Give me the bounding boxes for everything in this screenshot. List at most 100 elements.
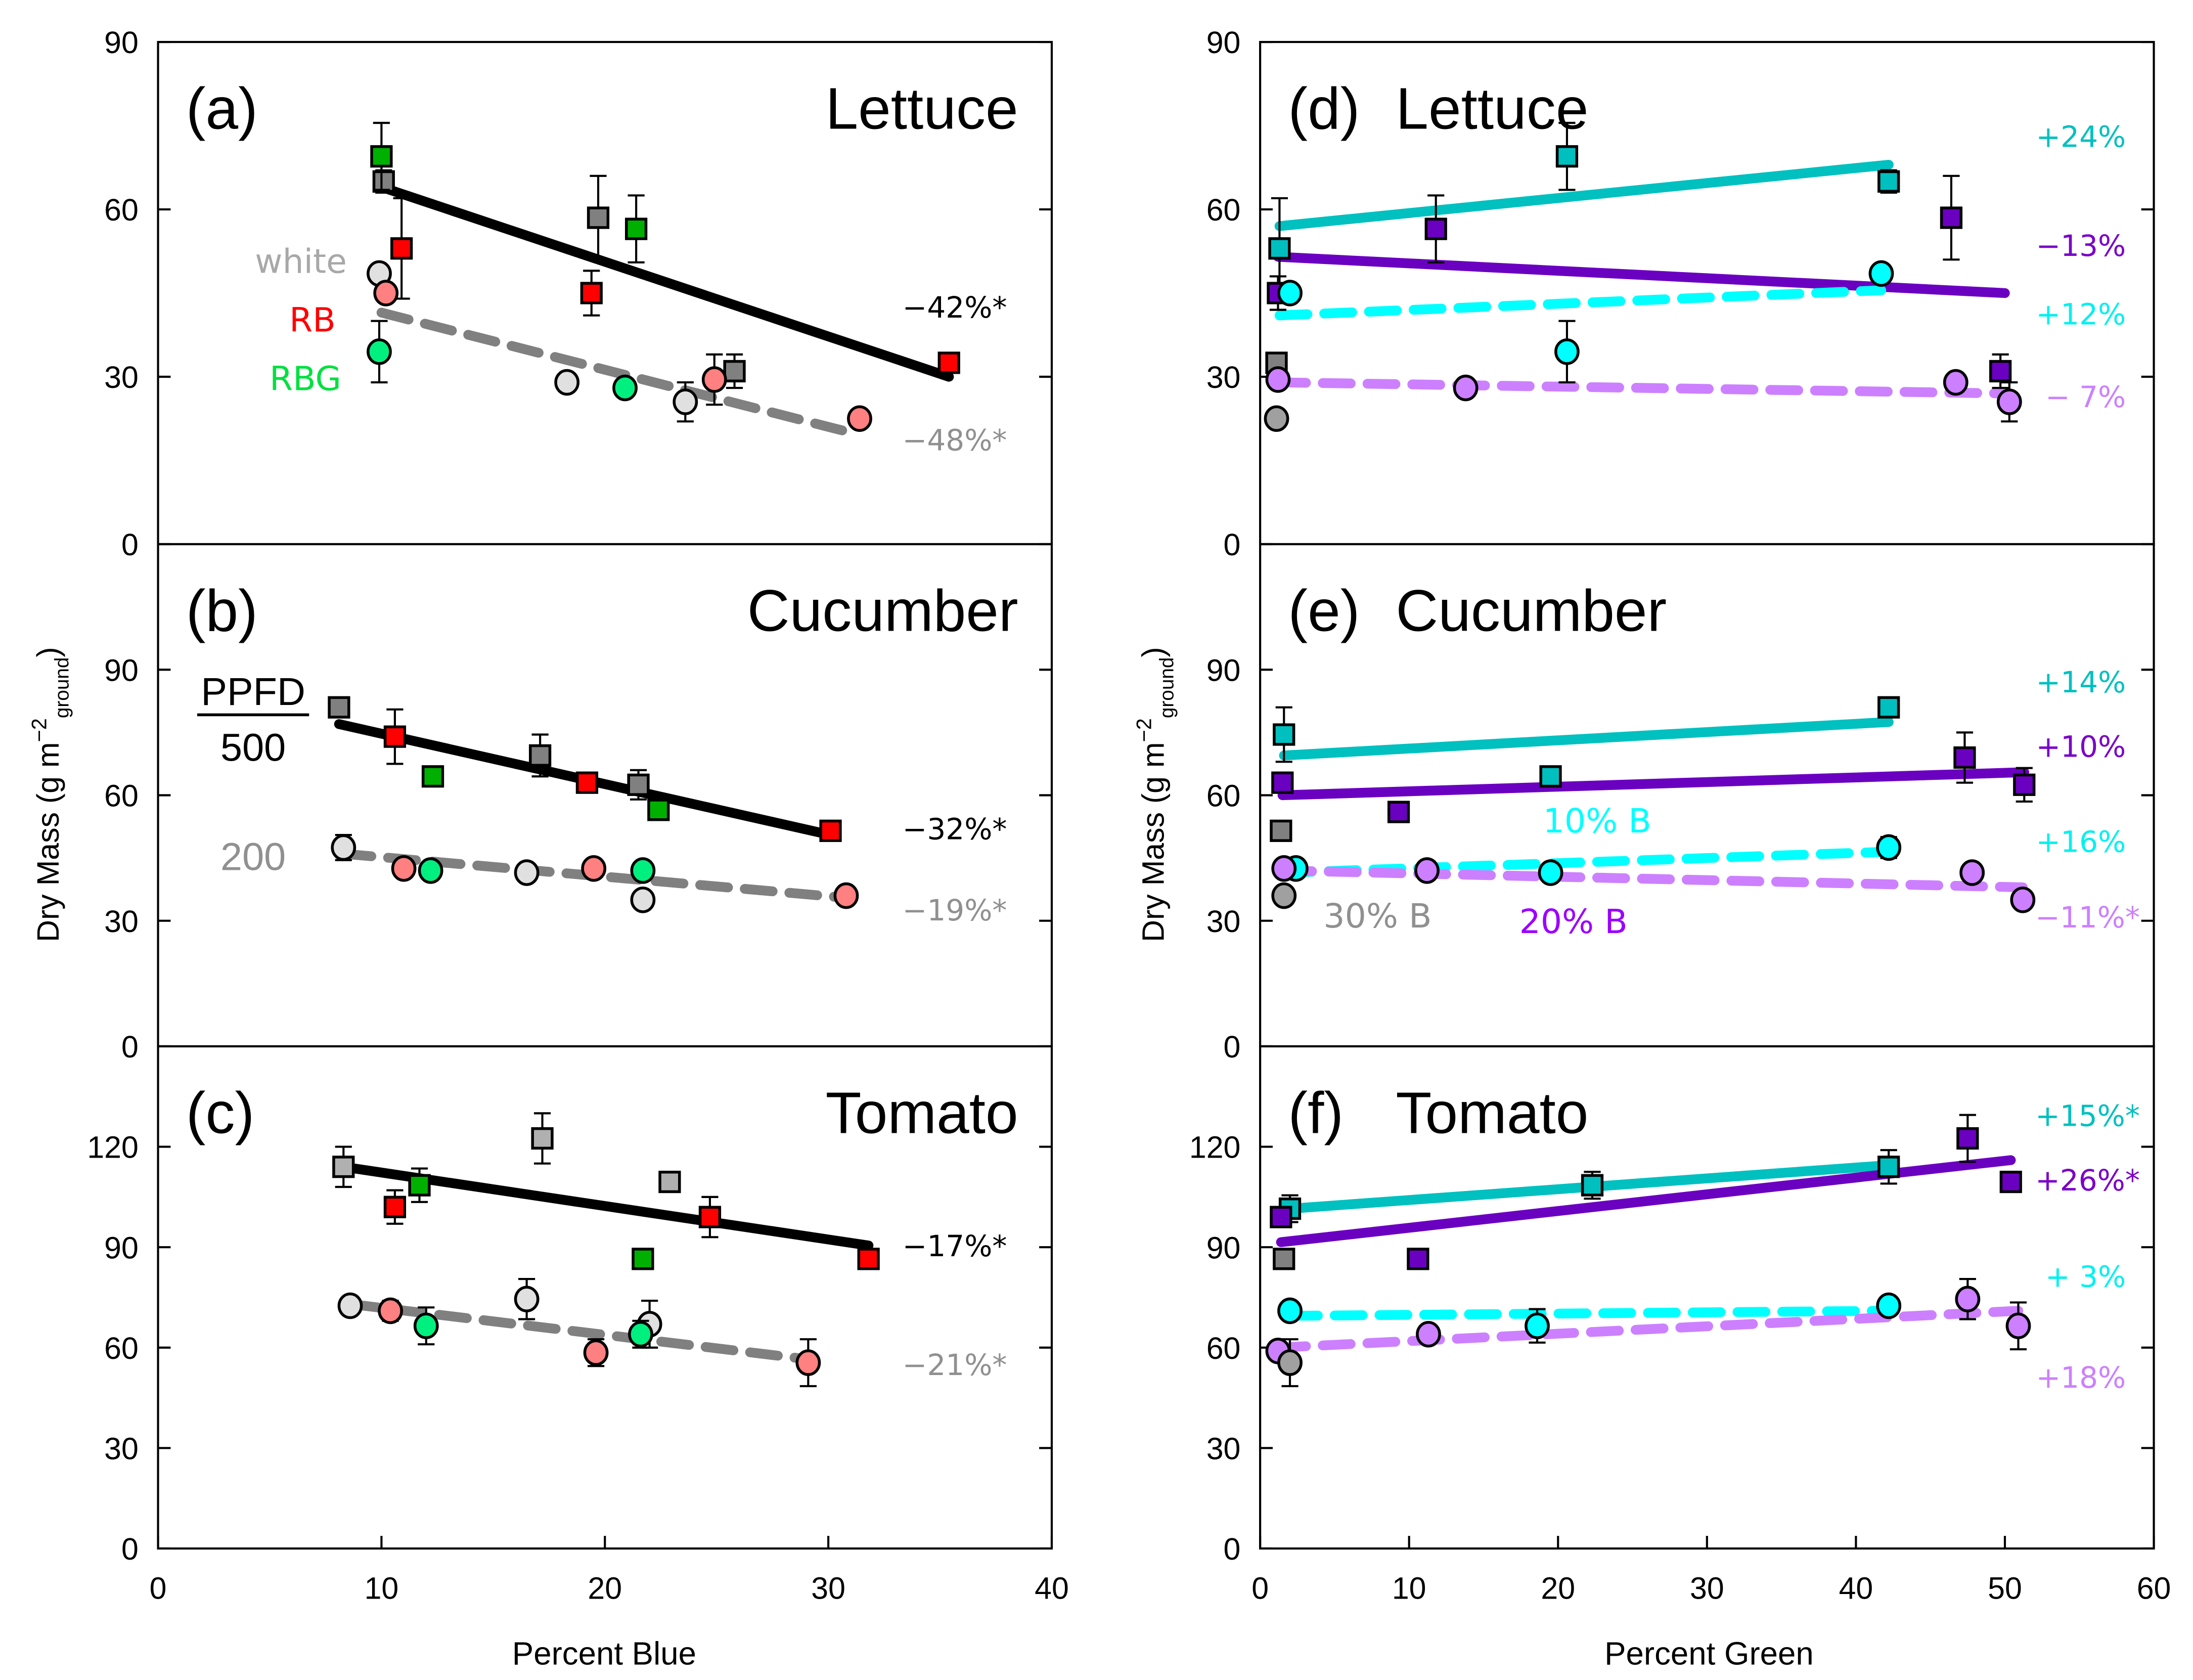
x-tick-label: 40 [1839,1571,1873,1606]
data-point-square [1273,723,1295,746]
x-tick-label: 10 [365,1571,399,1606]
x-tick-label: 20 [588,1571,622,1606]
fit-line [1279,717,1894,761]
data-point-square [723,360,746,383]
y-tick-label: 120 [87,1130,139,1165]
ylabel-sub: ground [52,657,73,719]
y-tick-label: 60 [1206,1331,1241,1365]
fit-label: +12% [2036,297,2126,332]
data-point-square [370,145,393,168]
ylabel-main: Dry Mass (g m [1136,742,1170,942]
fit-label: + 3% [2045,1260,2126,1294]
data-point-circle [331,834,356,861]
panel-title: Lettuce [826,76,1018,142]
fit-label: −11%* [2035,900,2140,935]
x-axis-label-right: Percent Green [1604,1636,1814,1672]
x-tick-label: 40 [1035,1571,1069,1606]
data-point-square [1270,819,1292,842]
data-point-circle [1277,1297,1303,1324]
data-point-circle [1876,1292,1902,1319]
y-tick-label: 90 [104,1230,139,1265]
panel-title: Cucumber [1396,578,1667,643]
x-tick-label: 0 [1251,1571,1269,1606]
panel-e: 0 30 60 90 +14% +10% +16% −11%* (e) Cucumber 10% B… [1206,543,2155,1064]
data-point-square [1989,360,2012,383]
annotation-label: white [255,241,347,281]
data-point-square [1271,771,1294,794]
y-tick-label: 30 [104,360,139,394]
data-point-square [383,725,407,748]
data-point-square [625,217,648,240]
fit-label: +18% [2036,1360,2126,1395]
x-tick-label: 20 [1541,1571,1575,1606]
ylabel-sup: −2 [1132,718,1155,742]
data-point-circle [612,374,638,402]
fit-label: +10% [2036,729,2126,764]
annotation-label: PPFD [201,670,305,714]
data-point-circle [367,338,392,365]
data-point-circle [847,405,872,432]
y-tick-label: 90 [104,653,139,687]
data-point-square [1877,170,1900,193]
fit-line [1273,377,2015,399]
ylabel-sub: ground [1156,657,1178,719]
fit-line [1274,160,1894,231]
data-point-square [698,1206,722,1228]
panel-letter: (f) [1288,1080,1344,1145]
y-tick-label: 90 [1206,1230,1241,1265]
y-tick-label: 0 [121,1030,139,1064]
x-axis-label-left: Percent Blue [512,1636,696,1672]
data-point-circle [413,1312,439,1340]
data-point-circle [630,857,656,884]
x-tick-label: 10 [1392,1571,1426,1606]
data-point-circle [583,1339,609,1366]
data-point-circle [1525,1312,1550,1340]
fit-label: +16% [2036,825,2126,859]
data-point-square [372,170,395,193]
data-point-circle [378,1297,403,1324]
data-point-circle [373,280,399,306]
fit-label: −42%* [903,290,1007,325]
data-point-square [328,696,350,719]
data-point-circle [628,1321,653,1348]
y-tick-label: 0 [1224,527,1241,562]
data-point-square [632,1248,654,1270]
fit-label: −13% [2036,229,2126,263]
fit-label: −17%* [903,1229,1007,1263]
ylabel-main: Dry Mass (g m [31,742,65,942]
y-tick-label: 0 [121,1532,139,1566]
data-point-circle [795,1349,821,1376]
data-point-circle [2005,1312,2031,1340]
data-point-circle [1271,855,1297,882]
data-point-square [1953,746,1976,769]
panel-title: Tomato [1396,1080,1588,1145]
ylabel-close: ) [31,647,65,657]
data-point-circle [1943,369,1968,396]
data-point-square [1877,696,1900,719]
y-tick-label: 60 [104,779,139,813]
x-tick-label: 60 [2137,1571,2171,1606]
fit-line [338,1162,874,1251]
data-point-square [1268,237,1291,260]
data-point-square [575,771,599,794]
fit-label: +15%* [2035,1099,2140,1133]
data-point-circle [514,859,540,886]
annotation-label: RBG [270,359,341,399]
data-point-circle [1996,388,2022,415]
panel-d: 0 30 60 90 +24% −13% +12% − 7% (d) Lettuce [1206,25,2155,562]
data-point-square [383,1196,407,1218]
data-point-square [390,237,413,260]
data-point-square [658,1170,681,1193]
data-point-square [819,819,842,842]
data-point-circle [337,1292,363,1319]
data-point-square [421,765,444,788]
y-tick-label: 60 [1206,779,1241,813]
data-point-square [332,1156,355,1178]
fit-label: +14% [2036,665,2126,699]
ylabel-close: ) [1136,647,1170,657]
y-axis-label-left: Dry Mass (g m−2ground) [27,647,73,942]
panel-letter: (e) [1288,578,1360,643]
fit-line [1274,285,1887,321]
data-point-circle [1868,260,1894,287]
